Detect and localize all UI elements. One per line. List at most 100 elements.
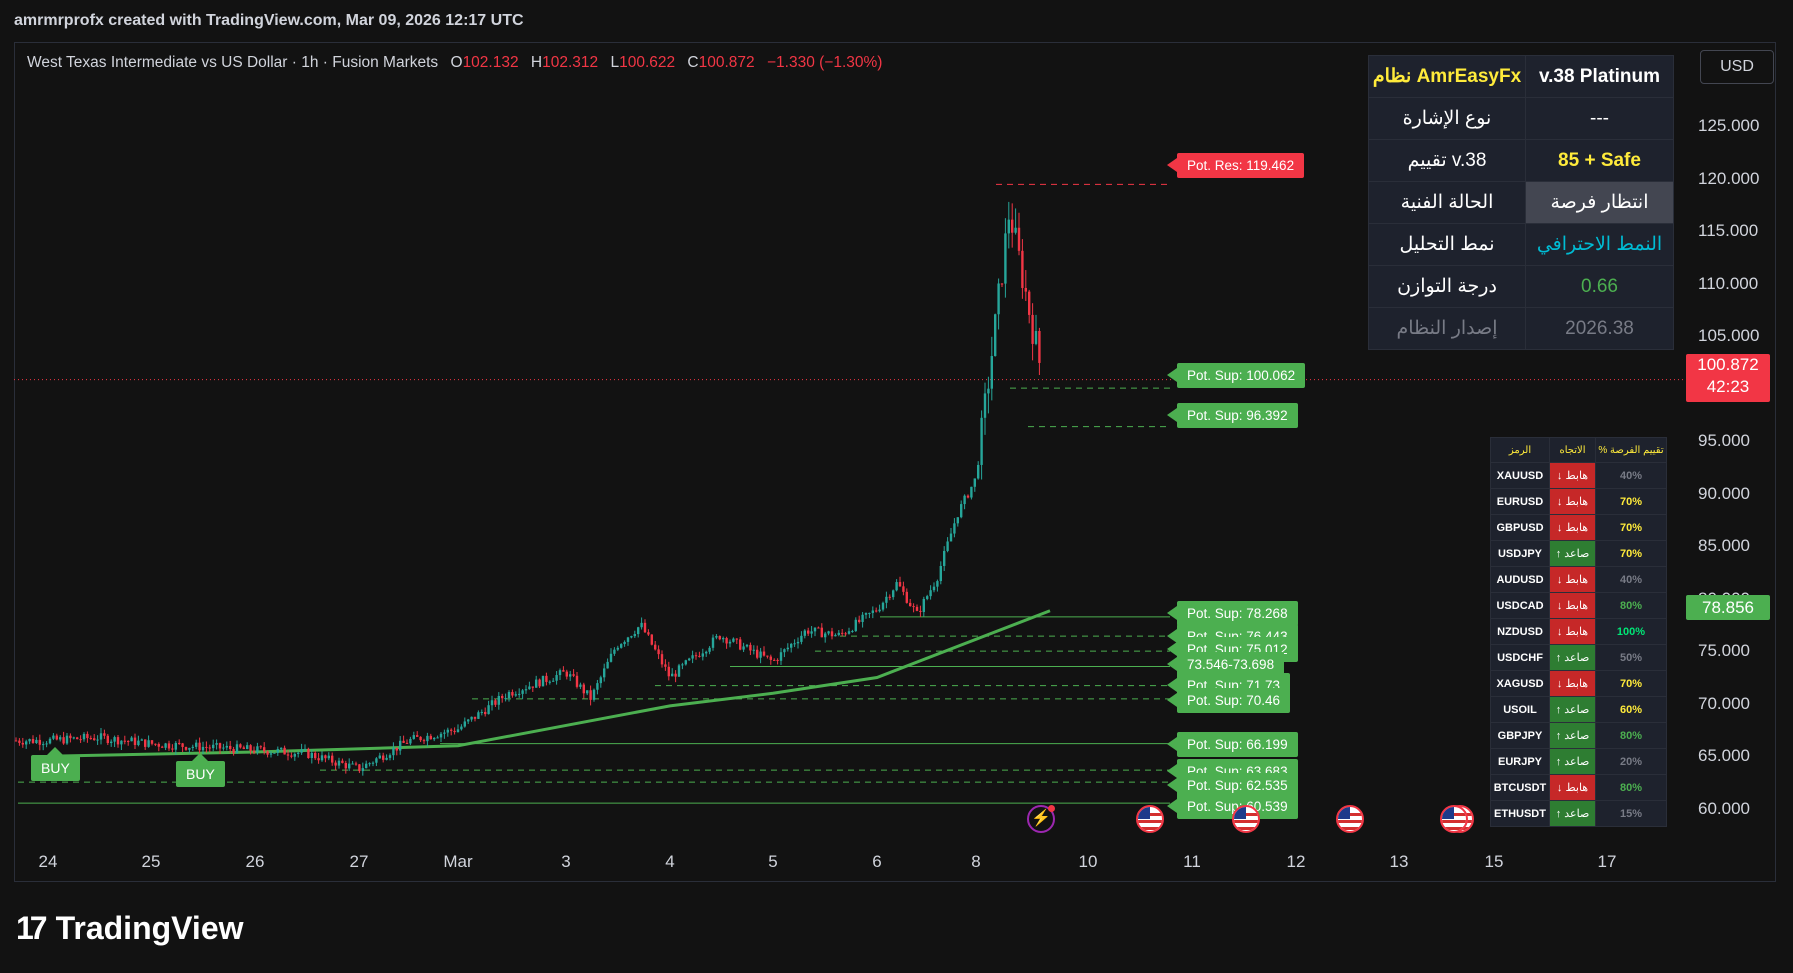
scanner-score: 80% — [1595, 774, 1667, 801]
candle — [718, 635, 721, 641]
candle — [647, 629, 650, 636]
scanner-direction: ↓ هابط — [1549, 774, 1596, 801]
rating-value: 85 + Safe — [1525, 139, 1674, 182]
candle — [178, 739, 181, 745]
candle — [936, 579, 939, 592]
candle — [538, 678, 541, 689]
candle — [630, 635, 633, 639]
candle — [249, 744, 252, 755]
candle — [232, 746, 235, 756]
scanner-direction: ↑ صاعد — [1549, 644, 1596, 671]
us-flag-icon[interactable] — [1336, 805, 1364, 833]
scanner-row: USDCAD ↓ هابط 80% — [1490, 592, 1667, 619]
candle — [235, 740, 239, 754]
scanner-row: USDJPY ↑ صاعد 70% — [1490, 540, 1667, 567]
candle — [477, 710, 480, 720]
us-flag-icon[interactable] — [1232, 805, 1260, 833]
candle — [229, 740, 232, 754]
candle — [188, 747, 191, 754]
close-label: C — [687, 54, 699, 71]
tradingview-logo[interactable]: 17 TradingView — [16, 910, 244, 947]
candle — [331, 752, 334, 766]
scanner-symbol: USDCAD — [1490, 592, 1550, 619]
time-tick: 10 — [1078, 852, 1098, 871]
scanner-direction: ↓ هابط — [1549, 592, 1596, 619]
time-tick: 24 — [38, 852, 58, 871]
candle — [358, 764, 361, 774]
candle — [144, 739, 147, 750]
candle — [606, 658, 609, 669]
candle — [773, 658, 776, 661]
candle — [667, 661, 670, 681]
candle — [263, 742, 266, 755]
candle — [351, 761, 354, 765]
candle — [545, 672, 548, 686]
lightning-event-icon[interactable]: ⚡ — [1027, 805, 1055, 833]
candle — [382, 752, 385, 763]
candle — [99, 728, 103, 745]
moving-average-layer — [47, 609, 1051, 758]
us-flag-icon[interactable] — [1440, 805, 1468, 833]
time-tick: 6 — [872, 852, 882, 871]
candle — [181, 742, 184, 752]
price-tick: 125.000 — [1698, 116, 1760, 136]
candle — [395, 747, 398, 756]
candle — [664, 659, 667, 671]
candle — [310, 749, 313, 764]
candle — [1017, 212, 1021, 256]
candle — [895, 579, 898, 592]
candles-layer — [14, 201, 1041, 776]
candle — [443, 729, 446, 739]
scanner-direction: ↓ هابط — [1549, 670, 1596, 697]
candle — [14, 737, 18, 742]
candle — [514, 691, 517, 697]
candle — [912, 603, 915, 613]
support-label: Pot. Sup: 96.392 — [1167, 403, 1298, 428]
scanner-row: NZDUSD ↓ هابط 100% — [1490, 618, 1667, 645]
scanner-score: 80% — [1595, 592, 1667, 619]
candle — [280, 747, 283, 752]
candle — [640, 617, 643, 630]
scanner-score: 70% — [1595, 670, 1667, 697]
tradingview-wordmark: TradingView — [55, 910, 244, 946]
bar-countdown: 42:23 — [1706, 377, 1750, 396]
candle — [586, 690, 589, 696]
candle — [191, 744, 194, 751]
candle — [473, 716, 477, 722]
scanner-row: USOIL ↑ صاعد 60% — [1490, 696, 1667, 723]
candle — [201, 741, 205, 755]
candle — [89, 735, 92, 740]
candle — [174, 741, 177, 755]
scanner-row: AUDUSD ↓ هابط 40% — [1490, 566, 1667, 593]
time-tick: 11 — [1183, 852, 1201, 871]
symbol-title: West Texas Intermediate vs US Dollar · 1… — [27, 54, 439, 71]
candle — [623, 640, 626, 647]
candle — [490, 695, 494, 711]
analysis-mode-label: نمط التحليل — [1368, 223, 1526, 266]
candle — [994, 313, 997, 357]
high-value: 102.312 — [542, 54, 599, 71]
support-label: Pot. Sup: 66.199 — [1167, 732, 1298, 757]
us-flag-icon[interactable] — [1136, 805, 1164, 833]
candle — [830, 627, 834, 640]
candle — [409, 736, 412, 746]
chart-attribution: amrmrprofx created with TradingView.com,… — [14, 12, 524, 29]
candle — [1014, 208, 1017, 235]
candle — [973, 478, 976, 492]
candle — [259, 745, 262, 750]
candle — [35, 737, 38, 745]
currency-button[interactable]: USD — [1700, 50, 1774, 84]
scanner-direction: ↑ صاعد — [1549, 696, 1596, 723]
scanner-row: USDCHF ↑ صاعد 50% — [1490, 644, 1667, 671]
candle — [878, 604, 881, 613]
candle — [446, 727, 449, 737]
candle — [198, 737, 201, 755]
candle — [613, 647, 616, 656]
price-tick: 60.000 — [1698, 798, 1750, 818]
candle — [1024, 270, 1027, 301]
candle — [507, 690, 511, 702]
candle — [21, 737, 24, 748]
candle — [164, 742, 167, 751]
candle — [65, 733, 69, 745]
